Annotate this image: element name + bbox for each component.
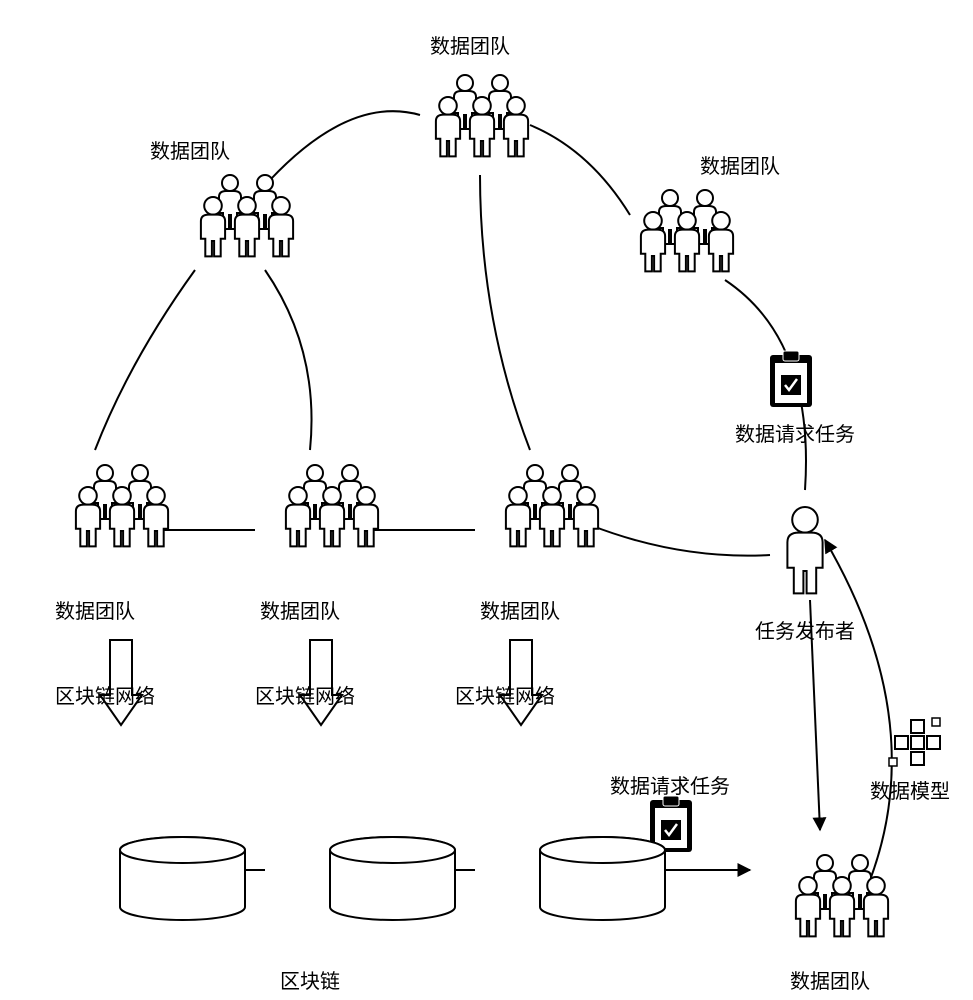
label-data_model: 数据模型	[870, 775, 950, 804]
label-blockchain_network: 区块链网络	[55, 680, 155, 709]
cylinder-icon	[330, 837, 455, 920]
people-group-icon	[641, 190, 733, 271]
people-group-icon	[506, 465, 598, 546]
label-data_team: 数据团队	[700, 150, 780, 179]
label-blockchain_network: 区块链网络	[255, 680, 355, 709]
label-data_request_task: 数据请求任务	[610, 770, 730, 799]
label-data_team: 数据团队	[55, 595, 135, 624]
diagram-canvas	[0, 0, 973, 1000]
person-icon	[787, 507, 822, 593]
people-group-icon	[436, 75, 528, 156]
people-group-icon	[286, 465, 378, 546]
label-data_team: 数据团队	[430, 30, 510, 59]
label-blockchain_network: 区块链网络	[455, 680, 555, 709]
label-data_team: 数据团队	[790, 965, 870, 994]
label-task_publisher: 任务发布者	[755, 615, 855, 644]
clipboard-icon	[770, 351, 812, 407]
label-data_request_task: 数据请求任务	[735, 418, 855, 447]
cylinder-icon	[120, 837, 245, 920]
label-data_team: 数据团队	[480, 595, 560, 624]
label-blockchain: 区块链	[280, 965, 340, 994]
label-data_team: 数据团队	[150, 135, 230, 164]
people-group-icon	[76, 465, 168, 546]
label-data_team: 数据团队	[260, 595, 340, 624]
cylinder-icon	[540, 837, 665, 920]
people-group-icon	[201, 175, 293, 256]
data-model-icon	[889, 718, 940, 766]
